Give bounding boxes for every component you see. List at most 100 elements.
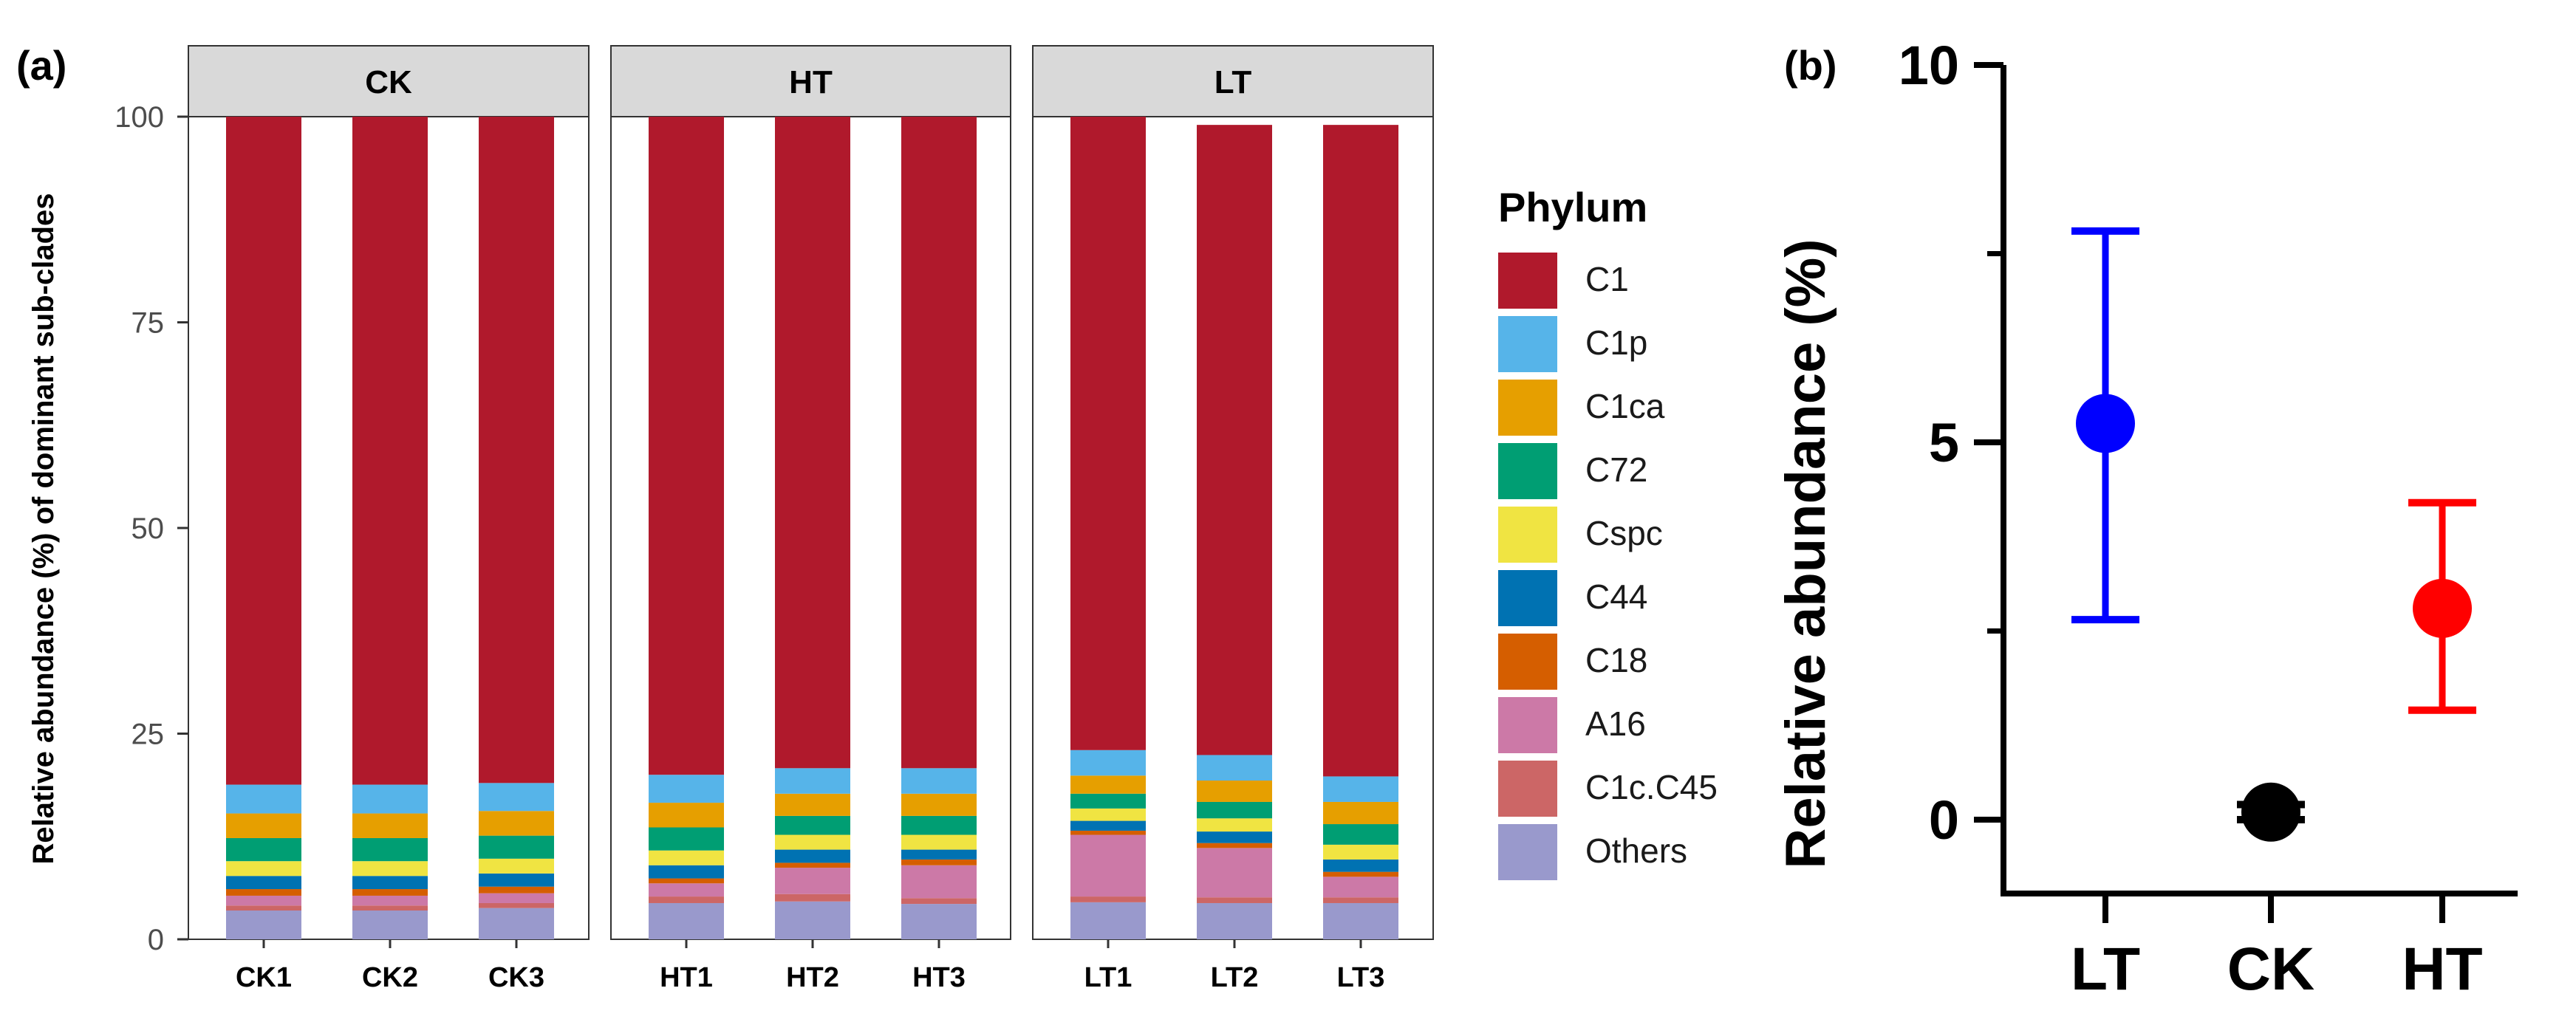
panel-a-y-axis-label: Relative abundance (%) of dominant sub-c… [27,193,60,864]
bar-segment-c44 [352,876,428,890]
bar-segment-c1 [1323,125,1398,777]
legend-label-c1p: C1p [1585,323,1647,362]
legend-key-a16 [1498,697,1557,753]
y-tick-label: 50 [131,512,165,545]
bar-segment-cspc [649,850,724,865]
bar-segment-c18 [775,862,850,868]
bar-segment-c1c-c45 [352,905,428,911]
bar-segment-c1 [226,117,301,785]
legend-label-c72: C72 [1585,450,1647,489]
bar-segment-c18 [1197,843,1272,848]
stacked-bar-chart: 0 25 50 75 100 CK CK1 CK2 CK3 HT HT1 HT2 HT3 LT LT1 LT2… [115,45,1434,993]
y-tick-label: 5 [1929,412,1959,473]
bar-segment-c44 [775,849,850,863]
legend-key-c18 [1498,634,1557,690]
bar-segment-others [1323,902,1398,939]
legend-label-c44: C44 [1585,577,1647,616]
bar-segment-c1ca [479,811,554,836]
bar-segment-c1ca [775,793,850,816]
bar-segment-c1 [775,117,850,769]
bar-segment-c1p [901,768,977,794]
mean-point-lt [2076,394,2135,453]
x-tick-label: HT1 [660,962,713,993]
bar-segment-c1p [1197,755,1272,781]
facet-strip [610,45,1011,117]
legend-label-c1ca: C1ca [1585,387,1665,425]
bar-segment-c72 [1323,824,1398,845]
bar-segment-cspc [352,861,428,877]
legend-label-c1: C1 [1585,260,1629,298]
legend-label-cspc: Cspc [1585,514,1663,552]
bar-segment-cspc [901,834,977,850]
bar-segment-c1p [1070,750,1146,776]
y-tick-label: 0 [1929,789,1959,851]
facet-label-ck: CK [365,64,412,100]
bar-segment-c1c-c45 [479,902,554,908]
y-tick-label: 25 [131,719,165,751]
x-tick-label: CK1 [236,962,292,993]
y-tick-label: 0 [148,924,164,956]
bar-segment-c1c-c45 [1197,897,1272,903]
bar-segment-cspc [479,858,554,874]
legend-key-c1ca [1498,380,1557,436]
bar-segment-c1c-c45 [1070,896,1146,902]
legend-key-c44 [1498,570,1557,626]
legend-key-c1c-c45 [1498,761,1557,817]
bar-segment-c1p [352,784,428,814]
bar-segment-c44 [479,873,554,887]
bar-segment-cspc [1070,808,1146,821]
facet-label-lt: LT [1214,64,1252,100]
bar-segment-c1ca [901,793,977,816]
mean-point-ck [2241,782,2300,842]
bar-segment-a16 [649,883,724,897]
x-tick-label: LT2 [1211,962,1259,993]
bar-segment-c44 [1323,859,1398,872]
bar-segment-c18 [1323,871,1398,877]
bar-segment-c1ca [1197,780,1272,802]
bar-segment-c1p [1323,776,1398,802]
bar-segment-others [649,902,724,939]
bar-segment-c1c-c45 [649,896,724,903]
legend-key-others [1498,824,1557,880]
bar-segment-c72 [352,837,428,862]
bar-segment-c1p [775,768,850,794]
bar-segment-a16 [1070,834,1146,897]
y-tick-label: 100 [115,101,164,134]
panel-a-label: (a) [16,42,66,89]
bar-segment-c1ca [1070,775,1146,794]
bar-segment-c44 [649,865,724,879]
bar-segment-c1 [901,117,977,769]
bar-segment-others [479,908,554,939]
bar-segment-c18 [226,889,301,896]
x-tick-label-ht: HT [2402,936,2482,1003]
bar-segment-c72 [649,827,724,851]
bar-segment-c1p [479,783,554,812]
bar-segment-c1ca [649,803,724,828]
bar-segment-c1ca [1323,801,1398,825]
bar-segment-c1c-c45 [901,898,977,905]
facet-strip [1032,45,1434,117]
bar-segment-others [1070,902,1146,939]
bar-segment-c1c-c45 [1323,897,1398,903]
y-tick-label: 75 [131,307,165,340]
y-tick-label: 10 [1899,35,1959,96]
bar-segment-c18 [901,859,977,865]
legend-label-c1c-c45: C1c.C45 [1585,768,1718,806]
bar-segment-a16 [775,868,850,894]
bar-segment-c1p [649,775,724,803]
x-tick-label-ck: CK [2227,936,2314,1003]
legend-label-others: Others [1585,831,1687,870]
mean-error-chart: 0 5 10 LT CK HT [1899,35,2518,1003]
bar-segment-c44 [226,876,301,890]
bar-segment-c1 [1070,117,1146,750]
bar-segment-c1ca [226,813,301,838]
bar-segment-c1 [352,117,428,785]
facet-label-ht: HT [789,64,833,100]
bar-segment-a16 [226,895,301,906]
bar-segment-cspc [1323,844,1398,860]
bar-segment-c72 [775,815,850,835]
legend-label-c18: C18 [1585,641,1647,679]
panel-b-y-axis-label: Relative abundance (%) [1774,239,1837,868]
bar-segment-c72 [479,835,554,859]
